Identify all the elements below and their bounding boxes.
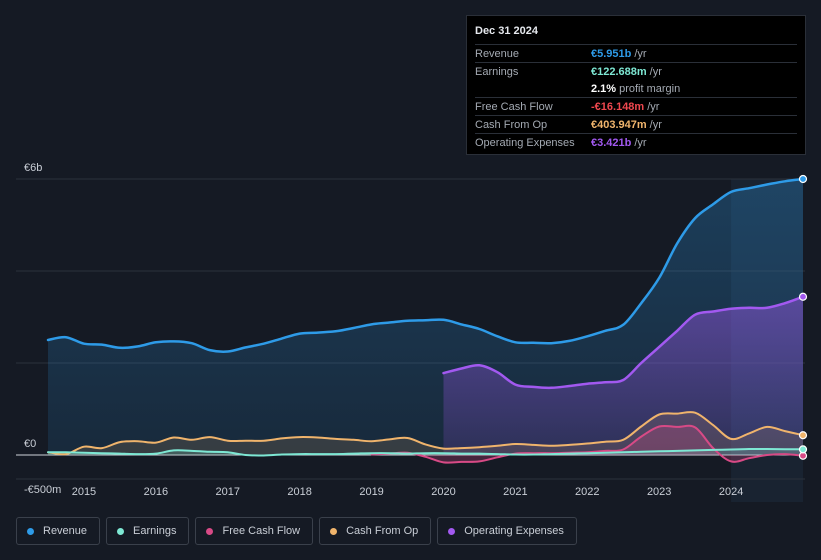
y-tick-label: -€500m: [24, 484, 61, 496]
legend-dot-icon: [330, 527, 338, 535]
tooltip-row-value: €403.947m: [591, 118, 647, 131]
x-tick-label: 2021: [503, 486, 527, 498]
x-tick-label: 2024: [719, 486, 743, 498]
operating-expenses-end-point: [798, 292, 808, 301]
y-axis: €6b €0 -€500m: [24, 162, 61, 496]
x-tick-label: 2016: [144, 486, 168, 498]
legend-item-cash-from-op[interactable]: Cash From Op: [319, 517, 432, 545]
tooltip-row-label: Operating Expenses: [475, 136, 575, 149]
tooltip-row-label: Free Cash Flow: [475, 100, 553, 113]
cash-from-op-end-point: [798, 431, 808, 440]
tooltip-row-value: €5.951b: [591, 47, 632, 60]
legend-item-free-cash-flow[interactable]: Free Cash Flow: [195, 517, 314, 545]
legend-item-revenue[interactable]: Revenue: [16, 517, 101, 545]
legend-item-operating-expenses[interactable]: Operating Expenses: [437, 517, 577, 545]
legend-label: Free Cash Flow: [222, 525, 301, 537]
tooltip-row-value: €3.421b: [591, 136, 632, 149]
revenue-end-point: [798, 174, 808, 184]
tooltip-row-unit: /yr: [634, 47, 647, 60]
x-axis: 2015 2016 2017 2018 2019 2020 2021 2022 2023 2024: [72, 486, 744, 498]
operating-expenses-area: [443, 296, 803, 455]
legend: Revenue Earnings Free Cash Flow Cash From O…: [16, 517, 583, 545]
earnings-end-point: [798, 445, 808, 454]
tooltip-row-label: Earnings: [475, 65, 519, 78]
tooltip-rows: Revenue €5.951b/yr Earnings €122.688m/yr 2.1…: [475, 44, 797, 151]
legend-dot-icon: [448, 527, 456, 535]
legend-label: Operating Expenses: [464, 525, 564, 537]
legend-dot-icon: [206, 527, 214, 535]
tooltip-row-unit: /yr: [647, 100, 660, 113]
y-tick-label: €0: [24, 438, 36, 450]
tooltip-row: 2.1% profit margin: [475, 80, 797, 97]
x-tick-label: 2019: [359, 486, 383, 498]
x-tick-label: 2018: [287, 486, 311, 498]
series-lines: [46, 177, 805, 464]
legend-dot-icon: [27, 527, 34, 535]
revenue-line: [46, 177, 805, 353]
legend-item-earnings[interactable]: Earnings: [106, 517, 190, 545]
x-tick-label: 2022: [575, 486, 599, 498]
tooltip-row: Revenue €5.951b/yr: [475, 44, 797, 62]
tooltip-row-value: €122.688m: [591, 65, 647, 78]
earnings-line: [47, 447, 804, 457]
tooltip-row-unit: /yr: [649, 118, 662, 131]
legend-label: Earnings: [133, 525, 177, 537]
tooltip-row: Cash From Op €403.947m/yr: [475, 115, 797, 133]
tooltip-row: Free Cash Flow -€16.148m/yr: [475, 97, 797, 115]
tooltip-row: Earnings €122.688m/yr: [475, 62, 797, 80]
tooltip-row-value: 2.1%: [591, 82, 617, 95]
operating-expenses-line: [442, 295, 805, 390]
legend-label: Revenue: [43, 525, 88, 537]
series-end-points: [798, 174, 808, 460]
tooltip-row-unit: /yr: [649, 65, 662, 78]
x-tick-label: 2017: [216, 486, 240, 498]
cash-from-op-area: [48, 411, 803, 455]
cash-from-op-line: [47, 410, 804, 456]
free-cash-flow-area: [371, 425, 803, 463]
x-tick-label: 2023: [647, 486, 671, 498]
y-tick-label: €6b: [24, 162, 42, 174]
tooltip-panel: Dec 31 2024 Revenue €5.951b/yr Earnings €12…: [466, 15, 806, 155]
x-tick-label: 2015: [72, 486, 96, 498]
tooltip-row-unit: /yr: [634, 136, 647, 149]
legend-label: Cash From Op: [346, 525, 419, 537]
legend-dot-icon: [117, 527, 125, 535]
tooltip-row-label: Cash From Op: [475, 118, 548, 131]
tooltip-row: Operating Expenses €3.421b/yr: [475, 133, 797, 151]
tooltip-row-unit: profit margin: [619, 82, 681, 95]
tooltip-row-value: -€16.148m: [591, 100, 645, 113]
tooltip-row-label: Revenue: [475, 47, 520, 60]
x-tick-label: 2020: [431, 486, 455, 498]
tooltip-date: Dec 31 2024: [475, 25, 538, 37]
